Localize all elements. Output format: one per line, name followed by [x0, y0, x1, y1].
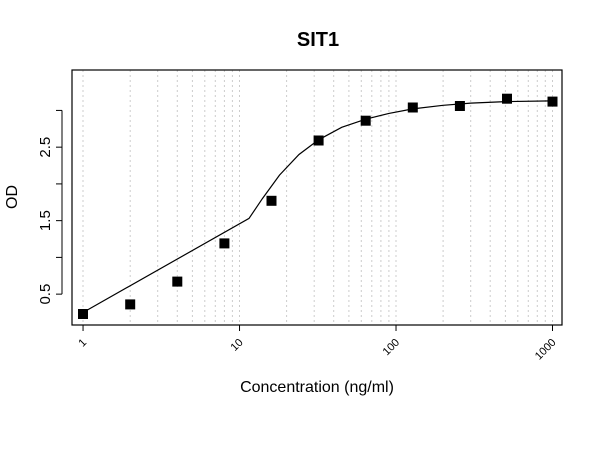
y-tick-label: 1.5: [37, 210, 54, 231]
data-point: [454, 101, 465, 111]
y-tick-label: 0.5: [37, 284, 54, 305]
y-axis: 0.5 1.5 2.5: [37, 109, 63, 305]
data-point: [78, 309, 88, 319]
data-point: [219, 238, 230, 249]
fitted-curve: [82, 100, 553, 314]
data-point: [502, 93, 512, 104]
data-point: [547, 96, 558, 107]
x-tick-label: 10: [229, 337, 246, 354]
x-axis: 1 10 100 1000: [76, 325, 559, 363]
x-axis-label: Concentration (ng/ml): [240, 379, 394, 396]
x-tick-label: 1000: [533, 337, 559, 363]
data-point: [360, 115, 371, 126]
chart-title: SIT1: [297, 29, 339, 51]
plot-area: [71, 69, 563, 326]
y-axis-label: OD: [4, 185, 21, 209]
data-point: [172, 276, 183, 287]
data-point: [313, 135, 324, 146]
data-points: [78, 93, 558, 319]
data-point: [266, 195, 277, 206]
y-tick-label: 2.5: [37, 137, 54, 158]
x-tick-label: 1: [76, 337, 89, 350]
grid: [82, 70, 553, 325]
data-point: [407, 102, 418, 113]
data-point: [125, 299, 136, 310]
x-tick-label: 100: [381, 337, 402, 358]
